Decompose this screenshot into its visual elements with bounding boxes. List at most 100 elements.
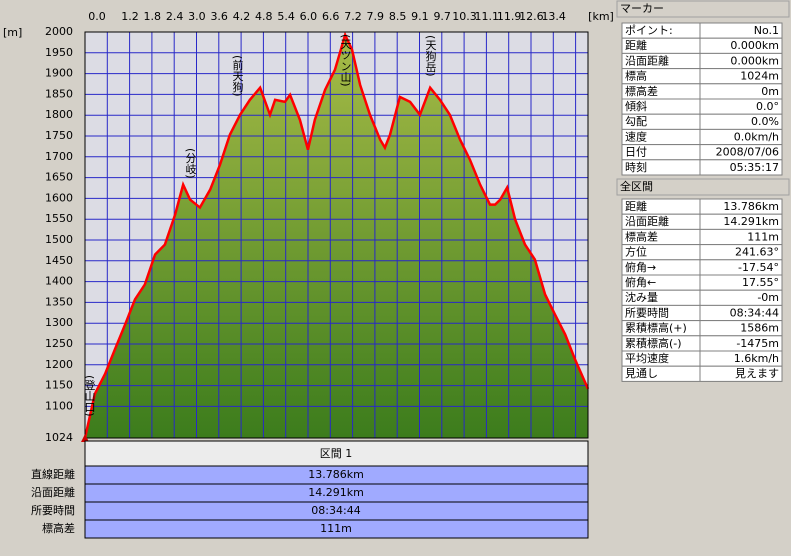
panel-value: 08:34:44 [730,306,779,319]
interval-label: 標高差 [42,521,75,535]
y-tick-label: 1150 [45,379,73,392]
panel-title-bar [616,0,790,18]
panel-label: 時刻 [625,160,647,174]
panel-label: 俯角← [625,275,656,289]
panel-value: 0.0% [751,115,779,128]
y-tick-label: 1200 [45,358,73,371]
elevation-line [83,31,590,439]
panel-value: -0m [757,291,779,304]
panel-value: 0.000km [730,54,779,67]
x-tick-label: 9.7 [433,10,451,23]
x-tick-label: 9.1 [411,10,429,23]
x-tick-label: 3.0 [188,10,206,23]
panel-value: 0.0° [756,100,779,113]
panel-value: 13.786km [723,200,779,213]
panel-value: 111m [747,230,779,243]
y-tick-label: 1350 [45,295,73,308]
x-tick-label: 4.2 [233,10,251,23]
y-tick-label: 1100 [45,399,73,412]
y-unit: [m] [3,26,22,39]
panel-label: 見通し [625,367,658,380]
y-tick-label: 1500 [45,233,73,246]
interval-header: 区間 1 [320,447,353,460]
annotation: (天狗岳) [424,35,437,77]
panel-label: 所要時間 [625,306,669,319]
y-tick-label: 1400 [45,275,73,288]
panel-value: 0.0km/h [734,130,779,143]
interval-label: 直線距離 [31,467,75,481]
y-tick-label: 1700 [45,150,73,163]
interval-value: 111m [320,522,352,535]
interval-value: 08:34:44 [311,504,360,517]
annotation: (天ツン山) [339,34,352,87]
x-tick-label: 7.2 [344,10,362,23]
panel-value: 0.000km [730,39,779,52]
panel-label: 距離 [625,38,647,52]
panel-cell [621,365,783,382]
panel-cell [621,159,783,176]
x-tick-label: 11.1 [475,10,500,23]
panel-value: 1.6km/h [734,352,779,365]
interval-header-cell [84,440,589,467]
panel-value: 05:35:17 [730,161,779,174]
panel-label: 沿面距離 [625,53,669,67]
panel-value: No.1 [754,24,779,37]
interval-value: 14.291km [308,486,364,499]
y-tick-label: 1650 [45,171,73,184]
annotation: (登山口) [83,375,96,417]
y-tick-label: 1450 [45,254,73,267]
y-tick-label: 1550 [45,212,73,225]
x-tick-label: 6.0 [300,10,318,23]
panel-value: 見えます [735,367,779,380]
panel-value: 2008/07/06 [716,146,779,159]
panel-value: -17.54° [738,261,779,274]
panel-label: 勾配 [625,115,647,128]
panel-value: -1475m [736,337,779,350]
x-tick-label: 7.9 [367,10,385,23]
y-tick-label: 1950 [45,46,73,59]
y-tick-label: 1600 [45,191,73,204]
x-tick-label: 1.8 [144,10,162,23]
panel-value: 0m [761,85,779,98]
y-tick-label: 1900 [45,67,73,80]
annotation: (前天狗) [231,55,244,97]
panel-value: 1586m [740,322,779,335]
y-tick-label: 1024 [45,431,73,444]
x-tick-label: 5.4 [277,10,295,23]
panel-label: 標高差 [625,84,658,98]
x-tick-label: 4.8 [255,10,273,23]
interval-label: 所要時間 [31,504,75,517]
panel-label: 方位 [625,245,647,259]
start-marker [81,434,89,442]
x-tick-label: 1.2 [121,10,139,23]
y-tick-label: 1300 [45,316,73,329]
panel-title: 全区間 [620,179,653,193]
x-tick-label: 12.6 [519,10,544,23]
y-tick-label: 2000 [45,25,73,38]
x-tick-label: 0.0 [88,10,106,23]
panel-label: 沿面距離 [625,214,669,228]
panel-title: マーカー [620,2,664,15]
x-unit: [km] [588,10,614,23]
y-tick-label: 1250 [45,337,73,350]
x-tick-label: 11.9 [497,10,522,23]
panel-label: 距離 [625,199,647,213]
panel-label: 沈み量 [625,290,658,304]
panel-value: 1024m [740,70,779,83]
panel-value: 14.291km [723,215,779,228]
panel-title-bar [616,178,790,196]
panel-value: 241.63° [735,246,779,259]
x-tick-label: 8.5 [389,10,407,23]
x-tick-label: 10.3 [452,10,477,23]
y-tick-label: 1750 [45,129,73,142]
panel-label: 俯角→ [625,260,656,274]
x-tick-label: 13.4 [541,10,566,23]
panel-label: 累積標高(-) [625,336,682,350]
elevation-area [85,34,588,438]
interval-cell [84,519,589,539]
panel-label: 標高差 [625,229,658,243]
panel-label: 平均速度 [625,351,669,365]
interval-label: 沿面距離 [31,485,75,499]
